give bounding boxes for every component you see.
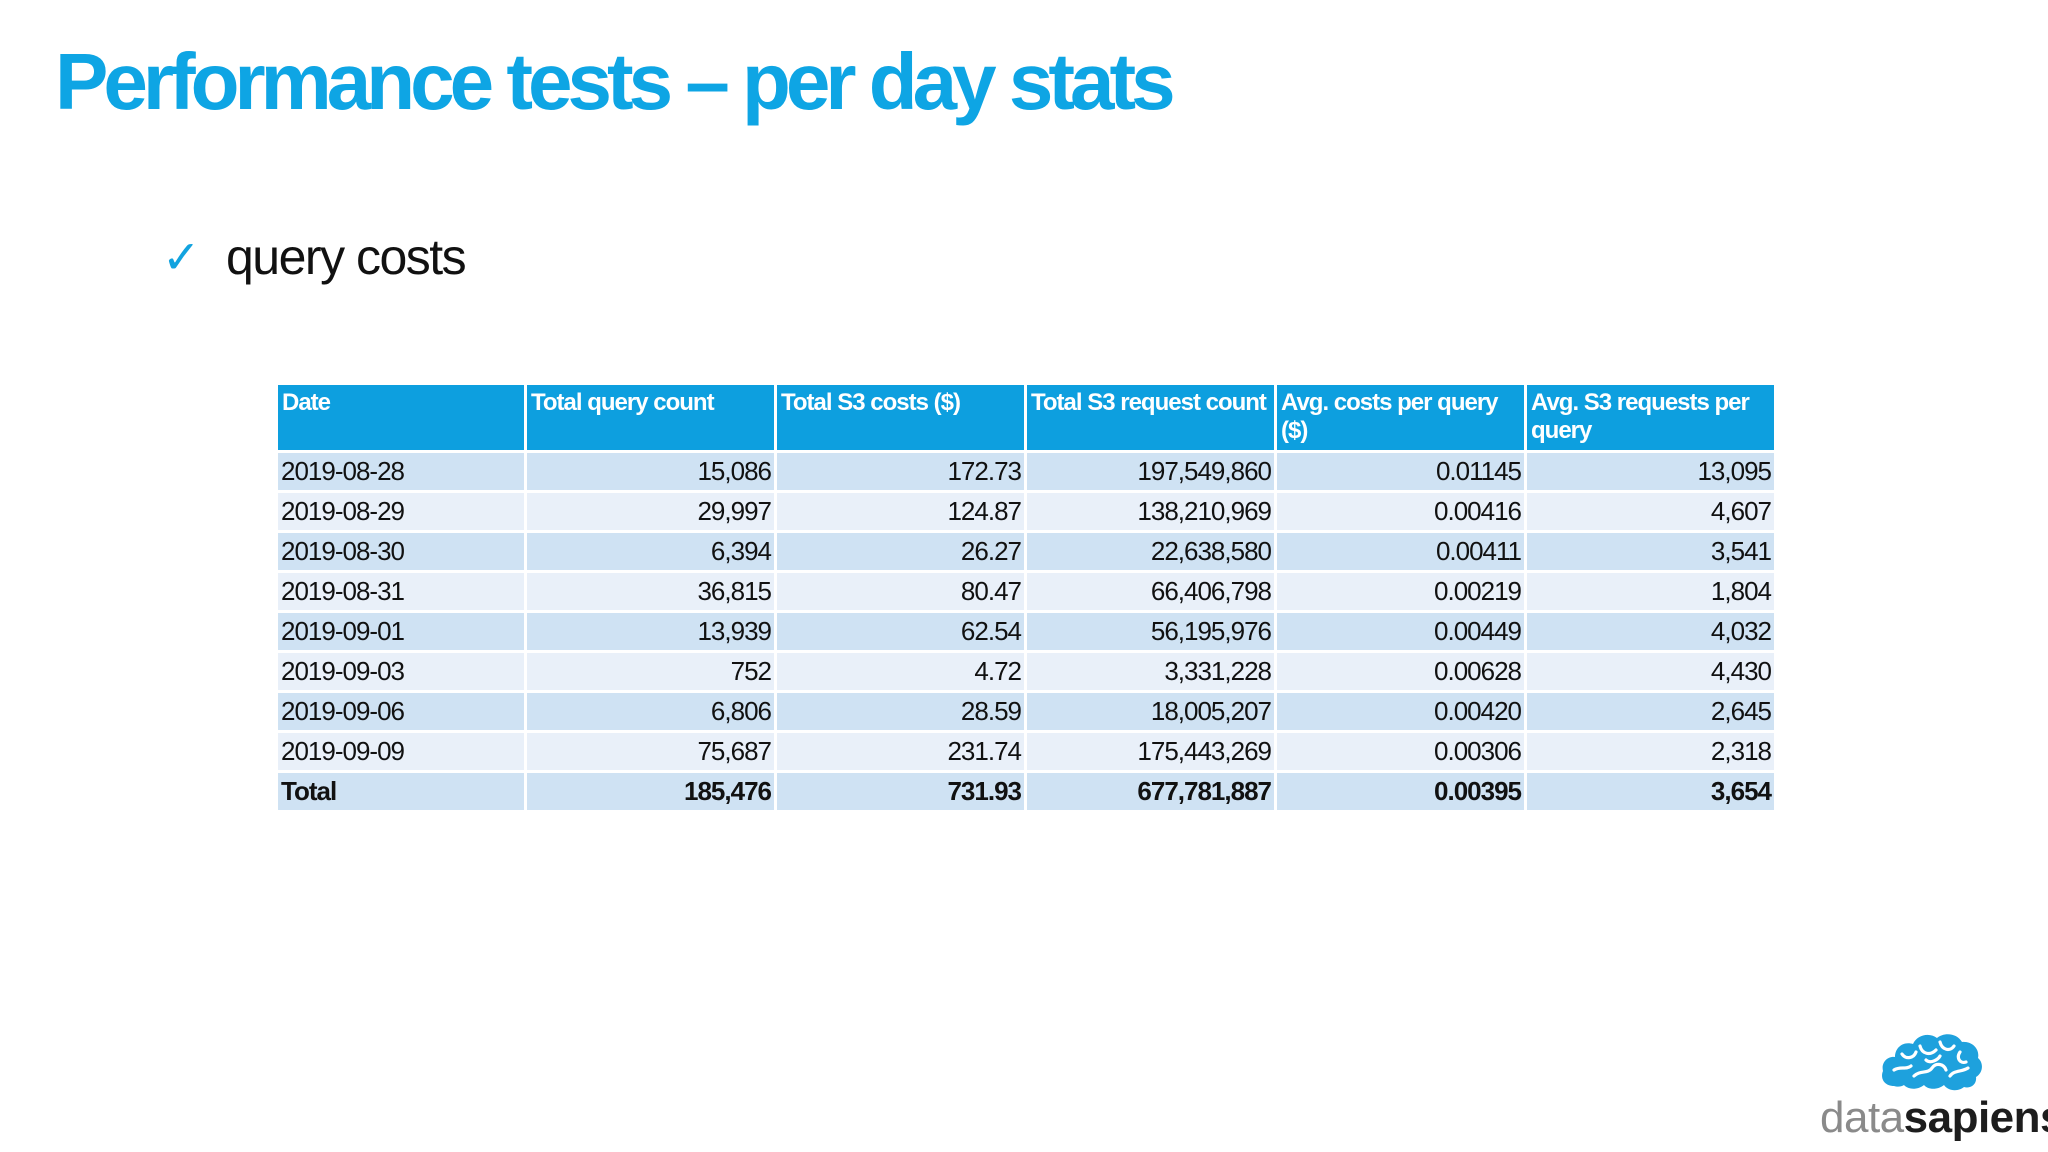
column-header-total-query-count: Total query count bbox=[527, 385, 774, 450]
cell-avg-costs: 0.00420 bbox=[1277, 692, 1524, 730]
cell-s3-costs: 4.72 bbox=[777, 652, 1024, 690]
cell-avg-costs: 0.00411 bbox=[1277, 532, 1524, 570]
cell-date: 2019-08-31 bbox=[278, 572, 524, 610]
cell-query-count: 6,394 bbox=[527, 532, 774, 570]
cell-s3-costs: 26.27 bbox=[777, 532, 1024, 570]
cell-avg-requests: 2,318 bbox=[1527, 732, 1774, 770]
cell-avg-requests: 3,541 bbox=[1527, 532, 1774, 570]
bullet-text: query costs bbox=[226, 229, 467, 285]
cell-s3-costs: 231.74 bbox=[777, 732, 1024, 770]
column-header-total-s3-request-count: Total S3 request count bbox=[1027, 385, 1274, 450]
cell-avg-costs: 0.00628 bbox=[1277, 652, 1524, 690]
cell-query-count: 13,939 bbox=[527, 612, 774, 650]
cell-total-s3-request-count: 677,781,887 bbox=[1027, 772, 1274, 810]
cell-s3-costs: 172.73 bbox=[777, 452, 1024, 490]
cell-query-count: 6,806 bbox=[527, 692, 774, 730]
table-row: 2019-08-29 29,997 124.87 138,210,969 0.0… bbox=[278, 492, 1774, 530]
cell-total-avg-requests: 3,654 bbox=[1527, 772, 1774, 810]
cell-avg-costs: 0.00449 bbox=[1277, 612, 1524, 650]
cell-total-s3-costs: 731.93 bbox=[777, 772, 1024, 810]
check-mark-icon: ✓ bbox=[162, 230, 201, 284]
cell-avg-costs: 0.01145 bbox=[1277, 452, 1524, 490]
cell-s3-costs: 80.47 bbox=[777, 572, 1024, 610]
cell-s3-request-count: 22,638,580 bbox=[1027, 532, 1274, 570]
brain-cloud-icon bbox=[1882, 1034, 1982, 1091]
table-row: 2019-09-06 6,806 28.59 18,005,207 0.0042… bbox=[278, 692, 1774, 730]
table-row: 2019-08-30 6,394 26.27 22,638,580 0.0041… bbox=[278, 532, 1774, 570]
table-row: 2019-09-09 75,687 231.74 175,443,269 0.0… bbox=[278, 732, 1774, 770]
cell-date: 2019-09-09 bbox=[278, 732, 524, 770]
bullet-item: ✓ query costs bbox=[162, 229, 467, 285]
cell-query-count: 36,815 bbox=[527, 572, 774, 610]
table-row: 2019-08-31 36,815 80.47 66,406,798 0.002… bbox=[278, 572, 1774, 610]
cell-date: 2019-09-01 bbox=[278, 612, 524, 650]
cell-avg-costs: 0.00219 bbox=[1277, 572, 1524, 610]
cell-avg-requests: 2,645 bbox=[1527, 692, 1774, 730]
slide-title: Performance tests – per day stats bbox=[55, 37, 1176, 126]
cell-s3-costs: 28.59 bbox=[777, 692, 1024, 730]
cell-query-count: 75,687 bbox=[527, 732, 774, 770]
cell-s3-request-count: 56,195,976 bbox=[1027, 612, 1274, 650]
cell-avg-costs: 0.00306 bbox=[1277, 732, 1524, 770]
cell-total-label: Total bbox=[278, 772, 524, 810]
cell-date: 2019-09-06 bbox=[278, 692, 524, 730]
cell-avg-requests: 4,032 bbox=[1527, 612, 1774, 650]
table-row: 2019-08-28 15,086 172.73 197,549,860 0.0… bbox=[278, 452, 1774, 490]
table-row: 2019-09-01 13,939 62.54 56,195,976 0.004… bbox=[278, 612, 1774, 650]
cell-query-count: 752 bbox=[527, 652, 774, 690]
cell-total-avg-costs: 0.00395 bbox=[1277, 772, 1524, 810]
column-header-date: Date bbox=[278, 385, 524, 450]
cell-s3-costs: 124.87 bbox=[777, 492, 1024, 530]
column-header-avg-costs-per-query: Avg. costs per query ($) bbox=[1277, 385, 1524, 450]
cell-avg-requests: 4,430 bbox=[1527, 652, 1774, 690]
cell-date: 2019-08-28 bbox=[278, 452, 524, 490]
column-header-avg-s3-requests-per-query: Avg. S3 requests per query bbox=[1527, 385, 1774, 450]
cell-date: 2019-08-30 bbox=[278, 532, 524, 570]
cell-s3-request-count: 138,210,969 bbox=[1027, 492, 1274, 530]
table-row: 2019-09-03 752 4.72 3,331,228 0.00628 4,… bbox=[278, 652, 1774, 690]
cell-s3-request-count: 66,406,798 bbox=[1027, 572, 1274, 610]
cell-avg-requests: 1,804 bbox=[1527, 572, 1774, 610]
cell-s3-costs: 62.54 bbox=[777, 612, 1024, 650]
column-header-total-s3-costs: Total S3 costs ($) bbox=[777, 385, 1024, 450]
cell-query-count: 29,997 bbox=[527, 492, 774, 530]
cell-s3-request-count: 175,443,269 bbox=[1027, 732, 1274, 770]
logo-wordmark: datasapiens bbox=[1820, 1096, 2048, 1140]
cell-query-count: 15,086 bbox=[527, 452, 774, 490]
logo-text-bold: sapiens bbox=[1903, 1093, 2048, 1142]
cell-date: 2019-08-29 bbox=[278, 492, 524, 530]
cell-s3-request-count: 3,331,228 bbox=[1027, 652, 1274, 690]
table-header-row: Date Total query count Total S3 costs ($… bbox=[278, 385, 1774, 450]
cell-s3-request-count: 18,005,207 bbox=[1027, 692, 1274, 730]
logo-text-light: data bbox=[1820, 1093, 1904, 1142]
cell-avg-requests: 4,607 bbox=[1527, 492, 1774, 530]
cell-avg-requests: 13,095 bbox=[1527, 452, 1774, 490]
cell-total-query-count: 185,476 bbox=[527, 772, 774, 810]
cell-s3-request-count: 197,549,860 bbox=[1027, 452, 1274, 490]
cell-avg-costs: 0.00416 bbox=[1277, 492, 1524, 530]
cell-date: 2019-09-03 bbox=[278, 652, 524, 690]
stats-table: Date Total query count Total S3 costs ($… bbox=[275, 382, 1777, 813]
table-total-row: Total 185,476 731.93 677,781,887 0.00395… bbox=[278, 772, 1774, 810]
datasapiens-logo: datasapiens bbox=[1820, 1030, 2048, 1150]
